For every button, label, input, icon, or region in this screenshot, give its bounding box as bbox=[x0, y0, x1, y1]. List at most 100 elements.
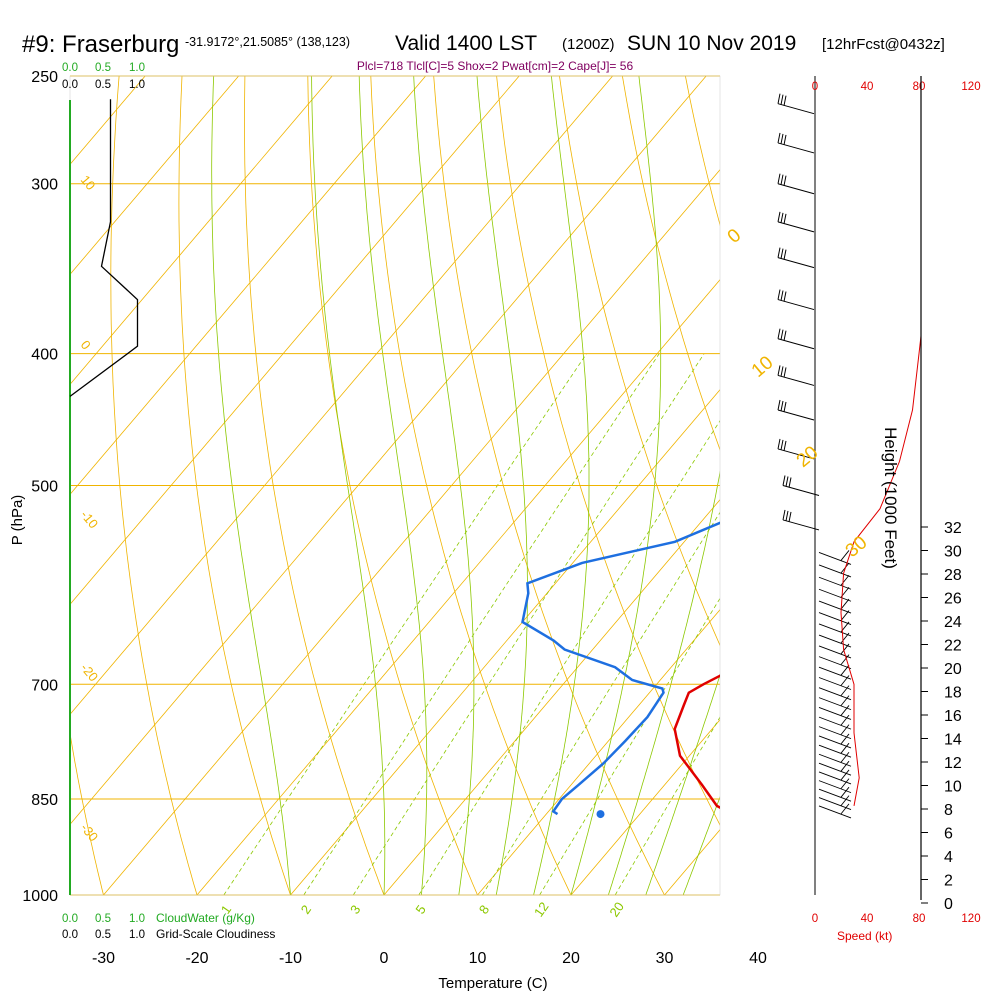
temperature-tick-label: 40 bbox=[749, 950, 767, 967]
wind-barb-flag bbox=[783, 367, 787, 378]
moist-adiabat-line bbox=[682, 795, 720, 895]
wind-barb bbox=[818, 623, 852, 637]
wind-barb bbox=[818, 552, 852, 565]
dry-adiabat-line bbox=[622, 76, 720, 451]
surface-temperature-dot bbox=[736, 810, 744, 818]
wind-barb-flag bbox=[783, 249, 787, 260]
wind-barb bbox=[777, 409, 815, 421]
dry-adiabat-line bbox=[307, 76, 478, 895]
cloud-bottom-black-2: 1.0 bbox=[129, 929, 145, 941]
wind-barb bbox=[818, 697, 852, 711]
wind-barb bbox=[818, 753, 852, 767]
mixing-ratio-label: 3 bbox=[347, 902, 363, 917]
wind-barb bbox=[818, 612, 852, 626]
wind-barb bbox=[777, 257, 815, 269]
valid-date: SUN 10 Nov 2019 bbox=[627, 32, 796, 55]
wind-barb-flag bbox=[840, 632, 850, 644]
dry-adiabat-line bbox=[559, 76, 720, 647]
cloudiness-profile bbox=[69, 99, 139, 397]
dry-adiabat-line bbox=[433, 76, 665, 895]
wind-barb-flag bbox=[783, 440, 787, 452]
height-tick-label: 6 bbox=[944, 826, 953, 843]
temperature-tick-label: 30 bbox=[656, 950, 674, 967]
wind-barb-flag bbox=[840, 695, 850, 706]
wind-barb-flag bbox=[777, 365, 781, 376]
wind-barb bbox=[782, 485, 820, 496]
wind-barb bbox=[777, 103, 815, 115]
surface-dewpoint-dot bbox=[596, 810, 605, 819]
wind-barb-flag bbox=[788, 511, 792, 523]
height-axis-label: Height (1000 Feet) bbox=[881, 427, 900, 569]
temperature-tick-label: 10 bbox=[469, 950, 487, 967]
wind-barb-flag bbox=[783, 134, 787, 146]
wind-barb bbox=[818, 726, 852, 740]
wind-barb-flag bbox=[777, 173, 781, 184]
wind-barb-flag bbox=[777, 289, 781, 300]
wind-barb-flag bbox=[840, 769, 850, 781]
height-tick-label: 18 bbox=[944, 685, 962, 702]
dewpoint-profile bbox=[521, 521, 720, 816]
height-tick-label: 12 bbox=[944, 755, 962, 772]
wind-barb bbox=[818, 744, 852, 758]
height-tick-label: 8 bbox=[944, 802, 953, 819]
pressure-tick-label: 700 bbox=[31, 677, 58, 694]
isotherm-line bbox=[70, 76, 239, 276]
height-tick-label: 14 bbox=[944, 732, 962, 749]
wind-barb-flag bbox=[783, 291, 787, 302]
height-tick-label: 0 bbox=[944, 896, 953, 913]
wind-barb-flag bbox=[777, 211, 781, 222]
speed-tick-top: 0 bbox=[812, 81, 818, 93]
height-tick-label: 28 bbox=[944, 567, 962, 584]
height-tick-label: 2 bbox=[944, 873, 953, 890]
temperature-tick-label: -10 bbox=[279, 950, 302, 967]
wind-barb bbox=[818, 564, 852, 578]
wind-barb bbox=[818, 656, 852, 670]
cloud-bottom-black-0: 0.0 bbox=[62, 929, 78, 941]
wind-barb-flag bbox=[777, 132, 781, 144]
dry-adiabat-label: 0 bbox=[724, 225, 746, 248]
dry-adiabat-line bbox=[244, 76, 385, 895]
wind-barb bbox=[818, 716, 852, 730]
cloud-axis-top: 0.0 0.5 1.0 0.0 0.5 1.0 bbox=[62, 62, 145, 91]
cloud-top-green-0: 0.0 bbox=[62, 62, 78, 74]
wind-barb bbox=[777, 221, 815, 233]
wind-barb-flag bbox=[840, 705, 850, 716]
pressure-tick-label: 500 bbox=[31, 479, 58, 496]
speed-tick-top: 40 bbox=[861, 81, 874, 93]
wind-barb-flag bbox=[788, 477, 792, 488]
wind-barb bbox=[818, 707, 852, 720]
height-tick-label: 30 bbox=[944, 544, 962, 561]
forecast-label: [12hrFcst@0432z] bbox=[822, 36, 945, 53]
speed-tick-bottom: 0 bbox=[812, 913, 818, 925]
mixing-ratio-label: 5 bbox=[412, 902, 428, 917]
wind-barb-flag bbox=[783, 330, 787, 341]
mixing-ratio-line bbox=[481, 511, 720, 895]
isotherm-line bbox=[758, 76, 1000, 895]
pressure-tick-label: 250 bbox=[31, 69, 58, 86]
moist-adiabat-line bbox=[358, 76, 428, 895]
sounding-profiles bbox=[521, 521, 744, 819]
wind-barb bbox=[818, 735, 852, 749]
parcel-params: Plcl=718 Tlcl[C]=5 Shox=2 Pwat[cm]=2 Cap… bbox=[357, 59, 634, 73]
wind-barb-flag bbox=[782, 475, 786, 486]
x-axis-label: Temperature (C) bbox=[438, 975, 547, 992]
cloud-top-green-1: 0.5 bbox=[95, 62, 111, 74]
cloud-bottom-green-1: 0.5 bbox=[95, 913, 111, 925]
dry-adiabat-label: 10 bbox=[78, 172, 99, 193]
cloud-top-green-2: 1.0 bbox=[129, 62, 145, 74]
cloud-top-black-2: 1.0 bbox=[129, 79, 145, 91]
wind-barb-flag bbox=[780, 400, 784, 412]
wind-barb bbox=[777, 338, 815, 350]
wind-barb bbox=[818, 576, 852, 590]
y-axis-label: P (hPa) bbox=[9, 495, 26, 546]
wind-barb bbox=[818, 600, 852, 614]
wind-barb bbox=[782, 519, 820, 531]
wind-barb-flag bbox=[777, 93, 781, 104]
wind-barb-flag bbox=[840, 598, 850, 610]
height-tick-label: 4 bbox=[944, 849, 953, 866]
wind-barb-flag bbox=[780, 94, 784, 105]
dry-adiabat-label: 20 bbox=[793, 442, 823, 472]
height-tick-label: 22 bbox=[944, 638, 962, 655]
